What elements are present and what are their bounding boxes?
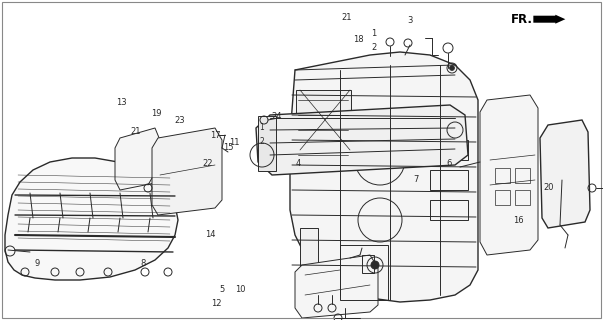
Text: 9: 9 (35, 260, 40, 268)
Bar (430, 170, 468, 190)
Polygon shape (115, 128, 162, 190)
Text: 6: 6 (447, 159, 452, 168)
Bar (300, 228, 318, 290)
Polygon shape (290, 52, 478, 302)
Text: 19: 19 (151, 109, 162, 118)
Text: 23: 23 (174, 116, 185, 125)
Text: FR.: FR. (511, 13, 533, 26)
Text: 1: 1 (371, 29, 376, 38)
Text: 4: 4 (296, 159, 301, 168)
Text: 8: 8 (141, 260, 146, 268)
Polygon shape (540, 120, 590, 228)
Text: 13: 13 (116, 98, 127, 107)
Text: 14: 14 (204, 230, 215, 239)
FancyArrow shape (533, 15, 566, 24)
Text: 7: 7 (414, 175, 418, 184)
Bar (515, 168, 530, 183)
Bar (362, 255, 374, 273)
Text: 5: 5 (219, 285, 224, 294)
Text: 20: 20 (543, 183, 554, 192)
Text: 21: 21 (341, 13, 352, 22)
Bar (430, 200, 468, 220)
Polygon shape (5, 158, 178, 280)
Text: 2: 2 (371, 44, 376, 52)
Text: 16: 16 (513, 216, 524, 225)
Text: 11: 11 (229, 138, 239, 147)
Bar (495, 190, 510, 205)
Circle shape (371, 261, 379, 269)
Text: 12: 12 (210, 300, 221, 308)
Text: 18: 18 (353, 36, 364, 44)
Polygon shape (152, 128, 222, 215)
Bar (258, 116, 276, 171)
Polygon shape (256, 105, 468, 175)
Circle shape (449, 66, 455, 70)
Bar (430, 140, 468, 160)
Text: 2: 2 (260, 138, 264, 147)
Text: 15: 15 (223, 143, 233, 152)
Text: 17: 17 (210, 132, 221, 140)
Text: 3: 3 (408, 16, 412, 25)
Bar (296, 90, 351, 170)
Text: 21: 21 (130, 127, 141, 136)
Text: 1: 1 (260, 124, 264, 132)
Bar (495, 168, 510, 183)
Text: 24: 24 (271, 112, 282, 121)
Polygon shape (480, 95, 538, 255)
Text: 22: 22 (203, 159, 213, 168)
Text: 10: 10 (235, 285, 245, 294)
Bar (515, 190, 530, 205)
Polygon shape (295, 255, 378, 318)
Bar (340, 245, 388, 300)
